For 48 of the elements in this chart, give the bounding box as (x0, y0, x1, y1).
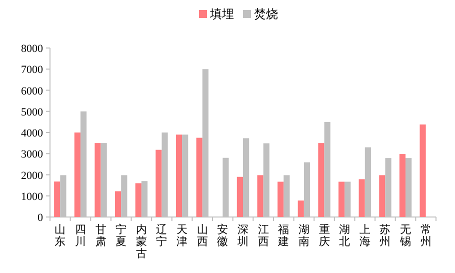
bar (358, 179, 365, 217)
bar (298, 200, 304, 217)
x-tick-label: 辽宁 (156, 224, 168, 248)
bar (156, 150, 162, 217)
x-tick-label: 四川 (74, 224, 86, 248)
bar (420, 124, 426, 217)
x-tick-label: 重庆 (318, 223, 330, 248)
bar (74, 132, 80, 217)
bar (278, 182, 284, 217)
bar (54, 182, 60, 217)
legend-label: 填埋 (209, 7, 234, 21)
bar (257, 175, 264, 217)
bar (399, 154, 406, 217)
x-tick-label: 天津 (176, 224, 188, 248)
x-tick-label: 山西 (196, 223, 208, 248)
y-tick-label: 7000 (21, 64, 44, 76)
x-tick-label: 湖南 (298, 224, 310, 248)
x-tick-label: 福建 (277, 223, 290, 248)
x-tick-label: 内蒙古 (136, 223, 147, 260)
bar (379, 175, 386, 217)
y-tick-label: 4000 (21, 128, 44, 140)
y-tick-label: 5000 (21, 106, 44, 118)
y-tick-label: 8000 (21, 43, 44, 55)
x-tick-label: 江西 (258, 224, 269, 248)
bar (115, 191, 122, 217)
x-tick-label: 上海 (359, 223, 370, 248)
bar (318, 143, 324, 217)
legend-label: 焚烧 (254, 7, 278, 21)
bar (236, 176, 243, 217)
x-tick-label: 安徽 (217, 223, 228, 248)
bar (135, 183, 142, 217)
bar (196, 138, 202, 217)
y-tick-label: 0 (38, 212, 44, 224)
x-tick-label: 湖北 (339, 224, 350, 248)
y-tick-label: 2000 (21, 170, 44, 182)
x-tick-label: 山东 (54, 223, 66, 248)
x-tick-label: 无锡 (399, 224, 412, 248)
x-tick-label: 深圳 (236, 224, 248, 248)
x-tick-label: 苏州 (380, 223, 391, 248)
bar (94, 143, 101, 217)
y-tick-label: 1000 (21, 190, 44, 203)
x-tick-label: 宁夏 (116, 223, 127, 248)
y-tick-label: 6000 (21, 85, 44, 98)
x-tick-label: 甘肃 (95, 223, 106, 248)
bar (338, 182, 345, 217)
bar (176, 134, 182, 217)
y-tick-label: 3000 (21, 148, 44, 161)
x-tick-label: 常州 (420, 223, 432, 248)
